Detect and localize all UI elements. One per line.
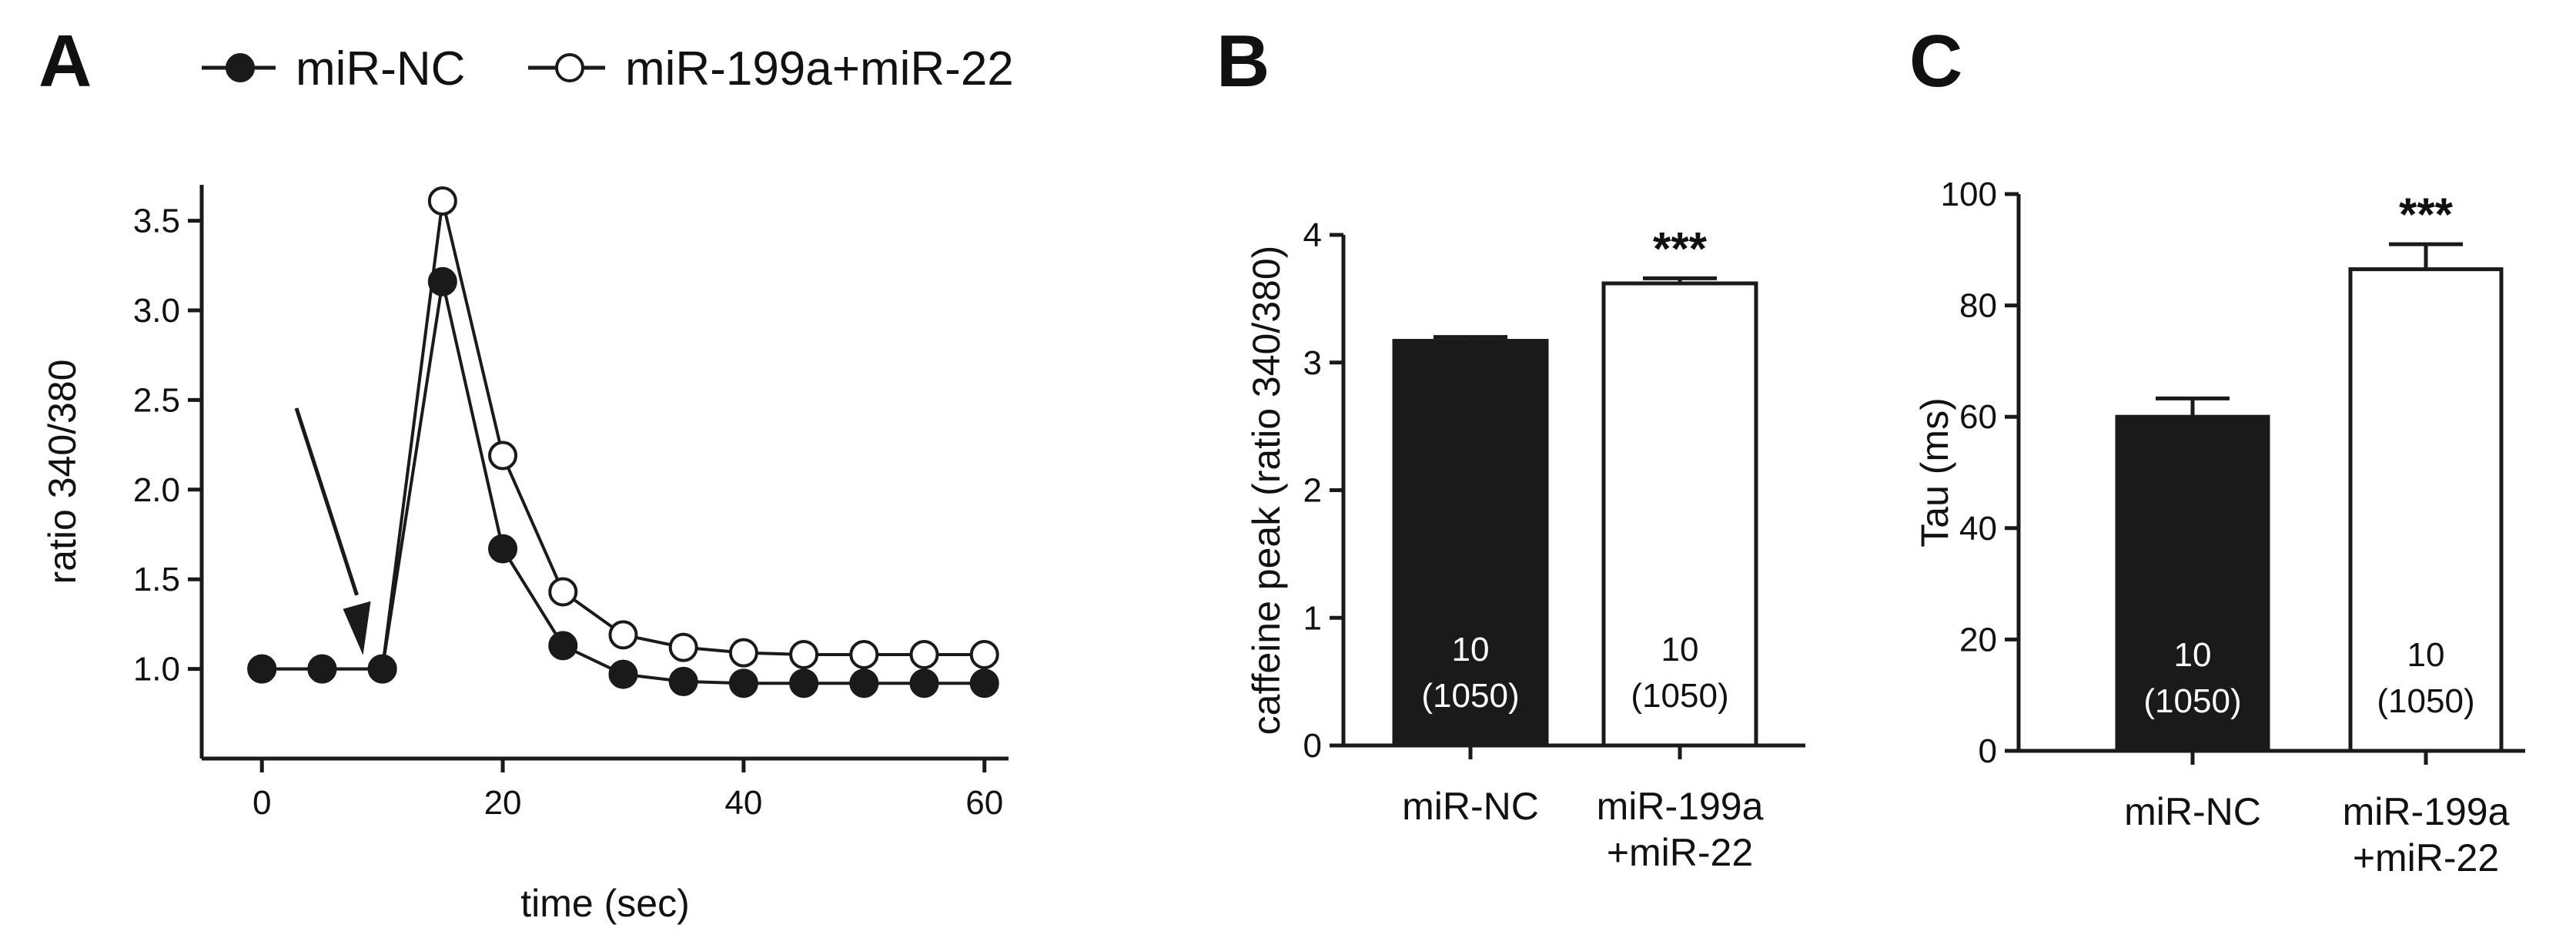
panel-a-line-chart: 1.0 1.5 2.0 2.5 3.0 3.5 0 20 40 60 time (sec) ratio…: [41, 185, 1009, 925]
category-label: miR-NC: [2124, 790, 2261, 833]
bar-mir-nc: [2115, 414, 2270, 753]
bar-cells-label: (1050): [1631, 677, 1728, 715]
category-label: +miR-22: [1607, 831, 1753, 874]
y-tick-label: 3: [1303, 344, 1322, 382]
y-tick-label: 0: [1303, 727, 1322, 765]
y-tick-label: 1: [1303, 599, 1322, 637]
bar-mir-199a: [2348, 267, 2504, 753]
bar-mir-nc: [1392, 339, 1549, 748]
data-point-mir-nc: [668, 666, 698, 696]
y-tick-label: 60: [1959, 398, 1997, 436]
bar-cells-label: (1050): [1421, 677, 1519, 715]
data-point-mir-nc: [488, 534, 518, 564]
bar-n-label: 10: [1661, 631, 1699, 668]
data-point-mir-nc: [909, 668, 939, 698]
x-tick-label: 60: [965, 784, 1003, 822]
legend: miR-NC miR-199a+miR-22: [202, 42, 1014, 95]
bar-n-label: 10: [2174, 636, 2212, 674]
legend-label-mir-nc: miR-NC: [296, 42, 465, 95]
data-point-mir-199a: [849, 639, 879, 669]
y-tick-label: 20: [1959, 621, 1997, 658]
x-axis-label: time (sec): [520, 882, 689, 925]
data-point-mir-199a: [668, 632, 698, 662]
y-tick-label: 40: [1959, 510, 1997, 548]
y-tick-label: 2: [1303, 472, 1322, 510]
y-axis-label: ratio 340/380: [41, 360, 84, 585]
category-label: miR-199a: [2343, 790, 2510, 833]
legend-marker-mir-nc: [226, 53, 255, 82]
series-line-mir-199a: [262, 200, 985, 671]
bar-mir-199a: [1601, 281, 1758, 748]
category-label: +miR-22: [2353, 836, 2499, 879]
data-point-mir-nc: [728, 668, 758, 698]
data-point-mir-199a: [548, 577, 578, 607]
data-point-mir-nc: [789, 668, 819, 698]
y-tick-label: 100: [1941, 176, 1997, 213]
category-label: miR-199a: [1597, 785, 1764, 828]
data-point-mir-199a: [969, 639, 999, 669]
y-tick-label: 1.5: [133, 561, 180, 598]
significance-marker: ***: [1653, 223, 1708, 274]
data-point-mir-nc: [548, 631, 578, 661]
legend-marker-mir-199a: [555, 53, 584, 82]
data-point-mir-nc: [969, 668, 999, 698]
data-point-mir-199a: [488, 441, 518, 471]
legend-label-mir-199a: miR-199a+miR-22: [625, 42, 1014, 95]
data-point-mir-nc: [849, 668, 879, 698]
panel-b-letter: B: [1216, 20, 1270, 102]
data-point-mir-nc: [247, 654, 277, 684]
data-point-mir-199a: [909, 639, 939, 669]
arrow-head: [343, 601, 371, 655]
y-axis-label: Tau (ms): [1913, 397, 1956, 547]
data-point-mir-199a: [608, 620, 638, 650]
y-tick-label: 4: [1303, 216, 1322, 254]
category-label: miR-NC: [1402, 785, 1539, 828]
y-tick-label: 2.0: [133, 471, 180, 509]
bar-cells-label: (1050): [2143, 682, 2241, 720]
panel-c-bar-chart: 0 20 40 60 80 100 Tau (ms) 10 (1050) miR-NC 10 (105…: [1913, 176, 2525, 879]
y-tick-label: 80: [1959, 287, 1997, 325]
y-tick-label: 3.0: [133, 292, 180, 330]
data-point-mir-199a: [728, 638, 758, 668]
y-tick-label: 0: [1979, 732, 1997, 770]
x-tick-label: 0: [253, 784, 271, 822]
data-point-mir-nc: [608, 659, 638, 689]
y-tick-label: 3.5: [133, 203, 180, 240]
data-point-mir-nc: [307, 654, 337, 684]
panel-b-bar-chart: 0 1 2 3 4 caffeine peak (ratio 340/380) 10 (105…: [1245, 216, 1805, 874]
panel-c-letter: C: [1909, 20, 1962, 102]
data-point-mir-nc: [367, 654, 397, 684]
arrow-shaft: [294, 407, 359, 596]
y-axis-label: caffeine peak (ratio 340/380): [1245, 246, 1288, 735]
x-tick-label: 40: [724, 784, 762, 822]
bar-n-label: 10: [2407, 636, 2445, 674]
y-tick-label: 1.0: [133, 651, 180, 688]
y-tick-label: 2.5: [133, 381, 180, 419]
significance-marker: ***: [2399, 189, 2454, 240]
x-tick-label: 20: [484, 784, 522, 822]
data-point-mir-199a: [789, 639, 819, 669]
panel-a-letter: A: [38, 20, 92, 102]
data-point-mir-199a: [427, 186, 457, 216]
data-point-mir-nc: [427, 266, 457, 296]
bar-cells-label: (1050): [2377, 682, 2474, 720]
bar-n-label: 10: [1452, 631, 1490, 668]
